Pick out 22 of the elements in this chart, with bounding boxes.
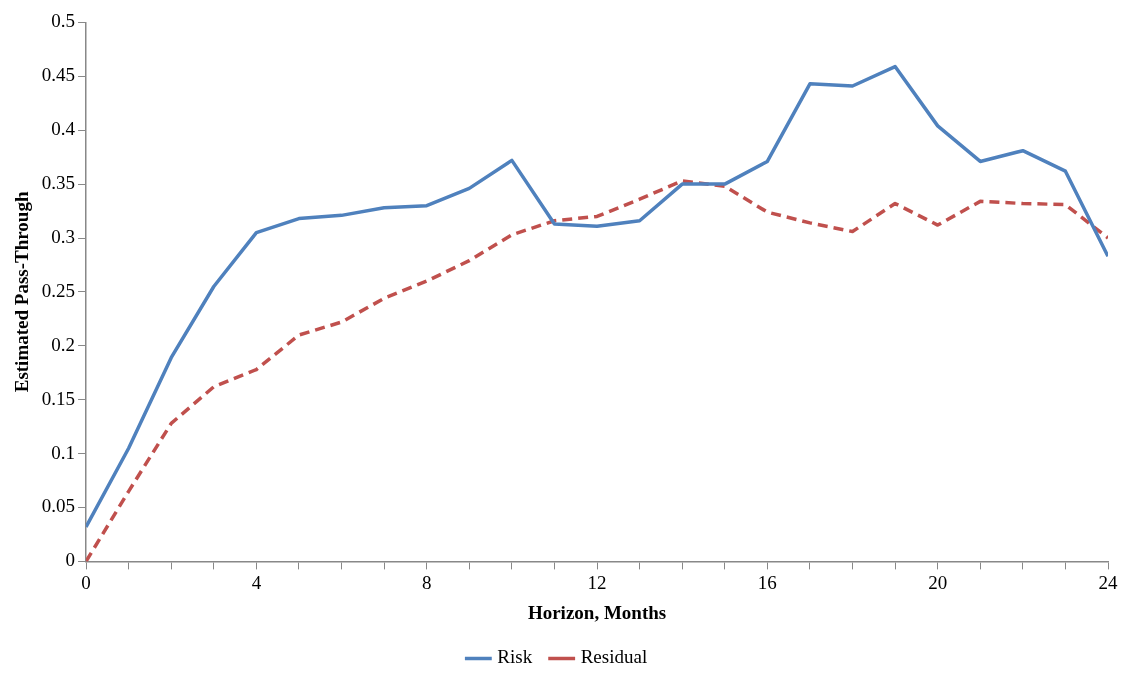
- x-tick-label: 12: [587, 571, 607, 593]
- y-tick-label: 0.05: [41, 495, 76, 517]
- y-tick-label: 0.45: [41, 64, 76, 86]
- x-tick-label: 20: [928, 571, 948, 593]
- y-tick-label: 0.4: [51, 118, 76, 140]
- y-tick-label: 0.15: [41, 387, 76, 409]
- y-tick-label: 0: [65, 549, 76, 571]
- legend-label: Risk: [497, 646, 533, 668]
- y-tick-label: 0.5: [51, 10, 76, 32]
- x-tick-label: 24: [1098, 571, 1118, 593]
- x-tick-label: 8: [421, 571, 432, 593]
- y-tick-label: 0.25: [41, 279, 76, 301]
- y-axis-title: Estimated Pass-Through: [11, 191, 33, 393]
- x-tick-label: 16: [757, 571, 777, 593]
- y-tick-label: 0.3: [51, 225, 76, 247]
- x-tick-label: 0: [81, 571, 91, 593]
- y-tick-label: 0.1: [51, 441, 76, 463]
- x-tick-label: 4: [251, 571, 262, 593]
- y-tick-label: 0.35: [41, 172, 76, 194]
- x-axis-title: Horizon, Months: [527, 601, 667, 623]
- y-tick-label: 0.2: [51, 333, 76, 355]
- legend-label: Residual: [580, 646, 648, 668]
